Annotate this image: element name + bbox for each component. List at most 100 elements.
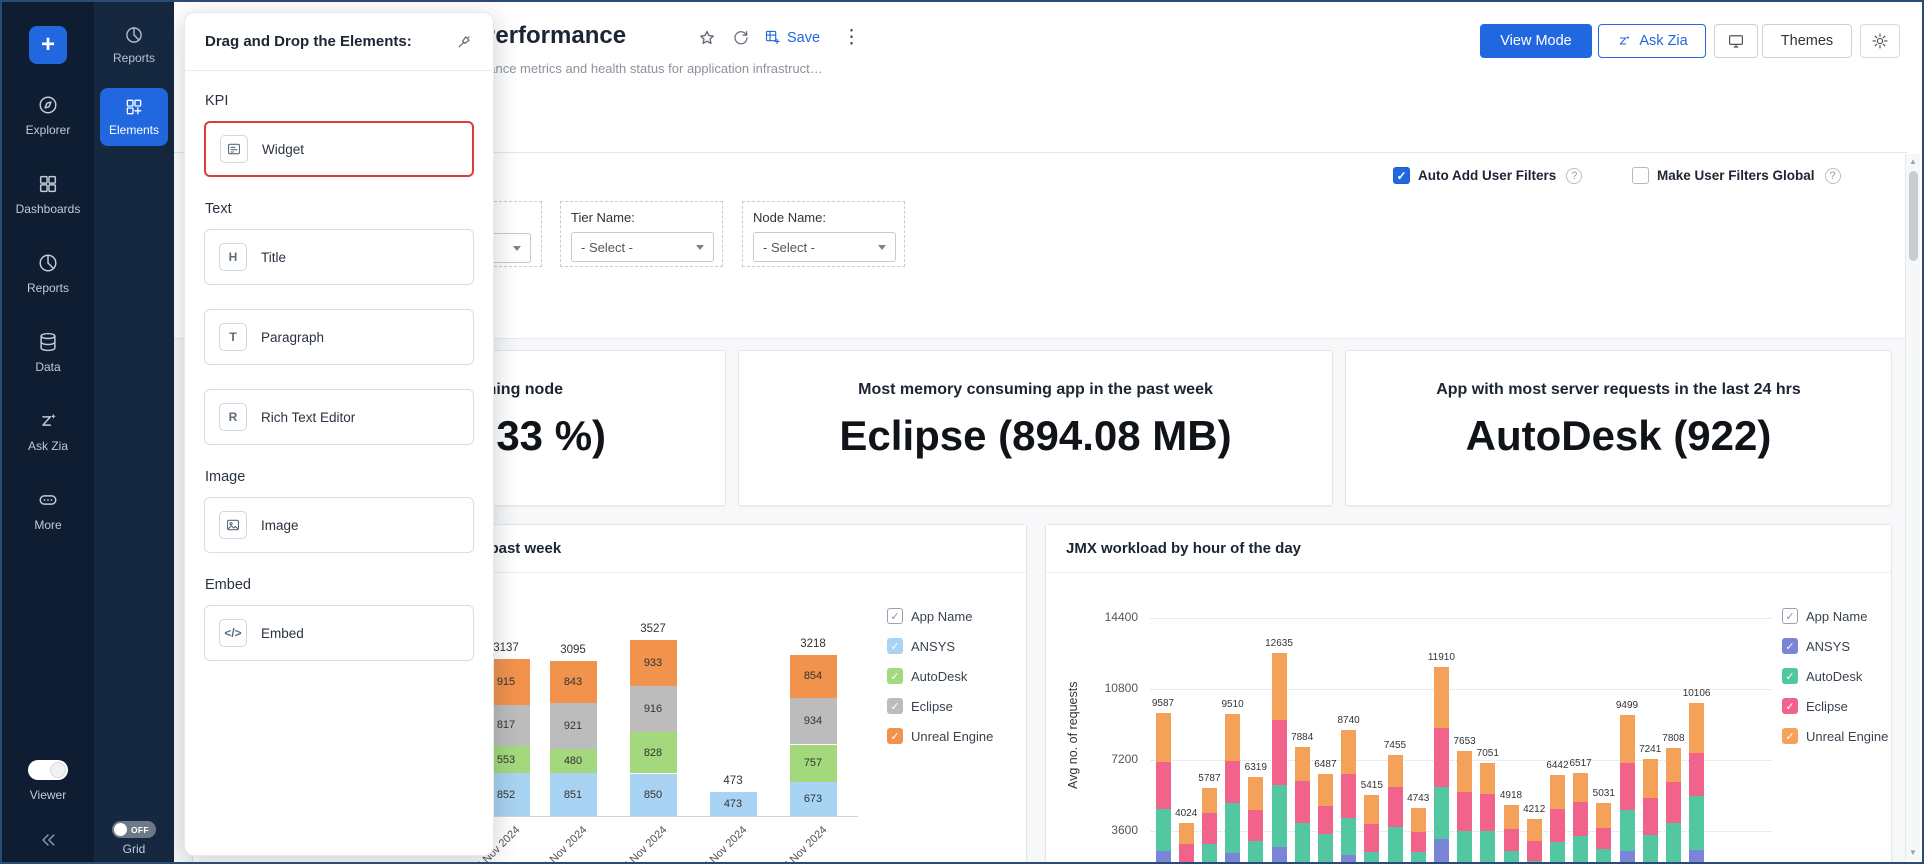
jmx-bar-segment[interactable] bbox=[1155, 809, 1171, 851]
jmx-bar-segment[interactable] bbox=[1480, 831, 1496, 862]
jmx-bar-segment[interactable] bbox=[1433, 786, 1449, 839]
legend-item-unreal-engine[interactable]: ✓ Unreal Engine bbox=[887, 728, 993, 744]
jmx-bar-segment[interactable] bbox=[1155, 762, 1171, 810]
checkbox-unchecked-icon[interactable] bbox=[1632, 167, 1649, 184]
make-user-filters-global-checkbox[interactable]: Make User Filters Global ? bbox=[1632, 167, 1841, 184]
element-item-widget[interactable]: Widget bbox=[204, 121, 474, 177]
help-icon[interactable]: ? bbox=[1824, 167, 1841, 184]
jmx-bar-segment[interactable] bbox=[1364, 851, 1380, 862]
node-name-select[interactable]: - Select - bbox=[753, 232, 896, 262]
jmx-bar-segment[interactable] bbox=[1248, 840, 1264, 862]
jmx-bar-segment[interactable] bbox=[1271, 652, 1287, 721]
jmx-bar-segment[interactable] bbox=[1225, 714, 1241, 762]
jmx-bar-segment[interactable] bbox=[1665, 781, 1681, 824]
jmx-bar-segment[interactable] bbox=[1619, 851, 1635, 862]
jmx-bar-segment[interactable] bbox=[1317, 834, 1333, 862]
jmx-bar-segment[interactable] bbox=[1271, 784, 1287, 848]
jmx-bar-segment[interactable] bbox=[1341, 817, 1357, 856]
refresh-icon[interactable] bbox=[732, 29, 750, 47]
jmx-bar-segment[interactable] bbox=[1155, 850, 1171, 862]
jmx-bar-segment[interactable] bbox=[1503, 805, 1519, 830]
jmx-bar-segment[interactable] bbox=[1642, 834, 1658, 862]
legend-item-ansys[interactable]: ✓ ANSYS bbox=[887, 638, 993, 654]
jmx-bar-segment[interactable] bbox=[1201, 787, 1217, 813]
sidebar-item-data[interactable]: Data bbox=[35, 331, 61, 374]
jmx-bar-segment[interactable] bbox=[1573, 773, 1589, 802]
favorite-star-icon[interactable] bbox=[697, 28, 717, 48]
legend-item-autodesk[interactable]: ✓ AutoDesk bbox=[887, 668, 993, 684]
scroll-down-icon[interactable]: ▼ bbox=[1909, 848, 1917, 857]
kpi-card-memory[interactable]: Most memory consuming app in the past we… bbox=[738, 350, 1333, 506]
jmx-bar-segment[interactable] bbox=[1364, 824, 1380, 852]
jmx-bar-segment[interactable] bbox=[1573, 801, 1589, 837]
jmx-bar-segment[interactable] bbox=[1596, 827, 1612, 850]
jmx-bar-segment[interactable] bbox=[1317, 806, 1333, 835]
sidebar-item-more[interactable]: More bbox=[34, 489, 62, 532]
view-mode-button[interactable]: View Mode bbox=[1480, 24, 1592, 58]
jmx-bar-segment[interactable] bbox=[1178, 844, 1194, 862]
jmx-bar-segment[interactable] bbox=[1201, 843, 1217, 862]
weekly-bar-segment[interactable]: 851 bbox=[549, 773, 597, 816]
sidebar-item-dashboards[interactable]: Dashboards bbox=[16, 173, 80, 216]
subrail-item-reports[interactable]: Reports bbox=[100, 16, 168, 74]
jmx-bar-segment[interactable] bbox=[1364, 795, 1380, 825]
legend-checkbox-icon[interactable]: ✓ bbox=[1782, 728, 1798, 744]
legend-item-eclipse[interactable]: ✓ Eclipse bbox=[887, 698, 993, 714]
jmx-bar-segment[interactable] bbox=[1549, 842, 1565, 862]
jmx-bar-segment[interactable] bbox=[1248, 809, 1264, 841]
scroll-up-icon[interactable]: ▲ bbox=[1909, 157, 1917, 166]
themes-button[interactable]: Themes bbox=[1762, 24, 1852, 58]
legend-checkbox-icon[interactable]: ✓ bbox=[887, 638, 903, 654]
jmx-bar-segment[interactable] bbox=[1341, 729, 1357, 775]
jmx-bar-segment[interactable] bbox=[1526, 861, 1542, 862]
jmx-bar-segment[interactable] bbox=[1225, 761, 1241, 803]
jmx-bar-segment[interactable] bbox=[1178, 822, 1194, 845]
weekly-bar-segment[interactable]: 473 bbox=[709, 792, 757, 816]
legend-item-ansys[interactable]: ✓ ANSYS bbox=[1782, 638, 1888, 654]
legend-item-unreal-engine[interactable]: ✓ Unreal Engine bbox=[1782, 728, 1888, 744]
checkbox-checked-icon[interactable]: ✓ bbox=[1393, 167, 1410, 184]
jmx-bar-segment[interactable] bbox=[1341, 774, 1357, 818]
jmx-bar-segment[interactable] bbox=[1457, 831, 1473, 862]
jmx-bar-segment[interactable] bbox=[1201, 812, 1217, 844]
weekly-bar-segment[interactable]: 916 bbox=[629, 686, 677, 733]
legend-title[interactable]: ✓ App Name bbox=[887, 608, 993, 624]
jmx-bar-segment[interactable] bbox=[1689, 752, 1705, 797]
jmx-bar-segment[interactable] bbox=[1294, 822, 1310, 862]
jmx-bar-segment[interactable] bbox=[1271, 847, 1287, 862]
jmx-bar-segment[interactable] bbox=[1642, 759, 1658, 798]
legend-item-autodesk[interactable]: ✓ AutoDesk bbox=[1782, 668, 1888, 684]
jmx-bar-segment[interactable] bbox=[1665, 823, 1681, 862]
jmx-bar-segment[interactable] bbox=[1317, 774, 1333, 807]
jmx-bar-segment[interactable] bbox=[1573, 836, 1589, 862]
element-item-title[interactable]: H Title bbox=[204, 229, 474, 285]
legend-checkbox-icon[interactable]: ✓ bbox=[1782, 698, 1798, 714]
jmx-bar-segment[interactable] bbox=[1480, 793, 1496, 832]
jmx-bar-segment[interactable] bbox=[1433, 838, 1449, 862]
jmx-bar-segment[interactable] bbox=[1596, 802, 1612, 828]
viewer-toggle[interactable] bbox=[28, 760, 68, 780]
weekly-bar-segment[interactable]: 757 bbox=[789, 744, 837, 783]
collapse-sidebar-icon[interactable] bbox=[38, 830, 58, 850]
jmx-bar-segment[interactable] bbox=[1526, 840, 1542, 862]
weekly-bar-segment[interactable]: 854 bbox=[789, 655, 837, 698]
jmx-bar-segment[interactable] bbox=[1619, 810, 1635, 852]
jmx-bar-segment[interactable] bbox=[1225, 802, 1241, 854]
legend-title[interactable]: ✓ App Name bbox=[1782, 608, 1888, 624]
element-item-image[interactable]: Image bbox=[204, 497, 474, 553]
jmx-bar-segment[interactable] bbox=[1387, 754, 1403, 788]
legend-checkbox-icon[interactable]: ✓ bbox=[887, 668, 903, 684]
jmx-bar-segment[interactable] bbox=[1387, 827, 1403, 862]
legend-checkbox-icon[interactable]: ✓ bbox=[887, 728, 903, 744]
weekly-bar-segment[interactable]: 933 bbox=[629, 639, 677, 687]
sidebar-item-reports[interactable]: Reports bbox=[27, 252, 69, 295]
settings-gear-button[interactable] bbox=[1860, 24, 1900, 58]
weekly-bar-segment[interactable]: 673 bbox=[789, 782, 837, 816]
jmx-bar-segment[interactable] bbox=[1294, 780, 1310, 823]
jmx-bar-segment[interactable] bbox=[1410, 852, 1426, 862]
jmx-bar-segment[interactable] bbox=[1433, 667, 1449, 729]
jmx-bar-segment[interactable] bbox=[1457, 791, 1473, 832]
jmx-bar-segment[interactable] bbox=[1410, 831, 1426, 853]
jmx-bar-segment[interactable] bbox=[1503, 850, 1519, 862]
jmx-bar-segment[interactable] bbox=[1619, 714, 1635, 764]
